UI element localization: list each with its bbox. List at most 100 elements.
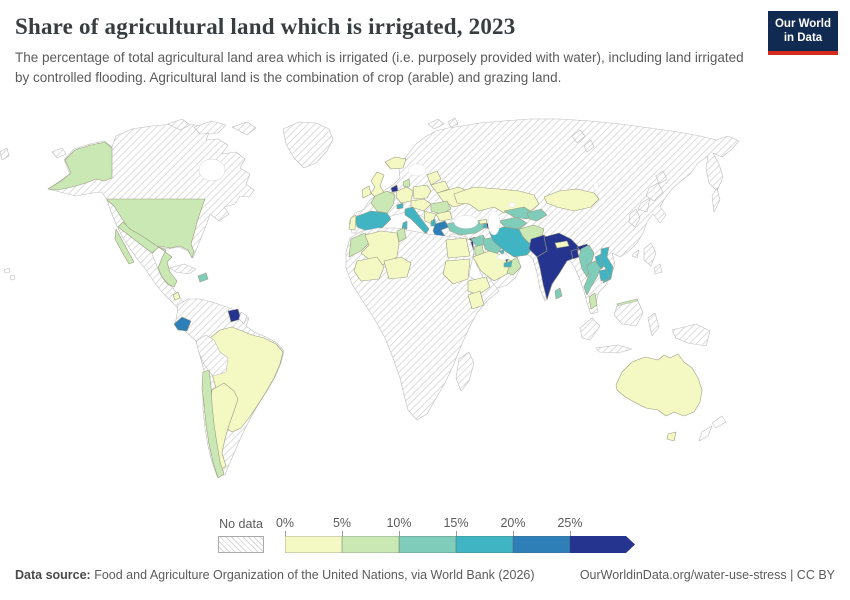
region-ecuador[interactable] (173, 316, 192, 332)
region-new-zealand[interactable] (698, 415, 727, 442)
region-nepal[interactable] (554, 240, 570, 249)
map-legend: No data 0% 5% 10% 15% 20% 25% (0, 514, 850, 556)
region-philippines[interactable] (643, 242, 663, 275)
region-alaska[interactable] (47, 141, 113, 191)
region-cuba[interactable] (169, 263, 197, 275)
region-spain[interactable] (354, 210, 392, 232)
region-france[interactable] (370, 190, 396, 214)
legend-tick-mark (399, 531, 400, 536)
region-russian-arctic[interactable] (571, 129, 595, 153)
region-tunisia[interactable] (396, 227, 407, 243)
region-kyrgyzstan-tajikistan[interactable] (526, 208, 548, 222)
region-madagascar[interactable] (455, 351, 475, 392)
region-belarus[interactable] (430, 180, 450, 194)
region-borneo[interactable] (613, 300, 644, 327)
chart-header: Share of agricultural land which is irri… (15, 14, 835, 89)
region-switzerland[interactable] (396, 202, 404, 210)
baltic-sea (407, 163, 427, 177)
legend-bucket-5-10%[interactable] (342, 536, 399, 553)
region-taiwan[interactable] (631, 249, 640, 259)
no-data-label: No data (219, 517, 263, 531)
region-portugal[interactable] (348, 214, 357, 231)
region-java[interactable] (595, 344, 633, 354)
data-source-text: Food and Agriculture Organization of the… (94, 568, 535, 582)
region-mali[interactable] (353, 256, 385, 282)
legend-bucket-10-15%[interactable] (399, 536, 456, 553)
region-bulgaria[interactable] (435, 210, 453, 222)
region-romania[interactable] (430, 200, 452, 215)
legend-bucket-0-5%[interactable] (285, 536, 342, 553)
region-sri-lanka[interactable] (554, 287, 563, 300)
region-costa-rica[interactable] (172, 291, 181, 301)
region-india[interactable] (536, 232, 580, 301)
region-morocco[interactable] (348, 232, 372, 258)
region-greenland[interactable] (282, 121, 334, 169)
region-dominican-republic[interactable] (197, 272, 209, 283)
region-wrangel-island[interactable] (51, 147, 67, 159)
legend-tick-label: 15% (443, 516, 469, 530)
region-kenya[interactable] (467, 290, 485, 310)
region-mongolia[interactable] (543, 188, 600, 212)
region-hawaii[interactable] (3, 267, 16, 281)
legend-tick-label: 20% (500, 516, 526, 530)
region-japan[interactable] (637, 170, 668, 213)
region-ethiopia[interactable] (467, 276, 491, 296)
region-sardinia[interactable] (401, 220, 408, 230)
region-central-europe[interactable] (410, 198, 432, 212)
region-denmark[interactable] (402, 178, 411, 188)
persian-gulf (496, 253, 510, 261)
legend-tick-mark (513, 531, 514, 536)
region-chile[interactable] (201, 369, 225, 479)
region-egypt[interactable] (445, 237, 471, 259)
region-cambodia[interactable] (598, 268, 610, 282)
caspian-sea (487, 210, 501, 236)
region-ireland[interactable] (361, 185, 372, 199)
region-canadian-arctic[interactable] (167, 118, 257, 136)
region-uae[interactable] (503, 260, 513, 268)
region-oman[interactable] (506, 256, 522, 276)
region-italy[interactable] (404, 206, 430, 235)
region-baja-california[interactable] (114, 228, 135, 265)
legend-bucket-20-25%[interactable] (513, 536, 570, 553)
region-armenia[interactable] (482, 222, 488, 229)
no-data-swatch[interactable] (218, 536, 264, 553)
region-svalbard[interactable] (427, 117, 459, 130)
region-french-guiana[interactable] (238, 311, 248, 325)
data-source[interactable]: Data source: Food and Agriculture Organi… (15, 568, 535, 582)
region-georgia[interactable] (478, 218, 488, 225)
legend-tick-label: 25% (557, 516, 583, 530)
region-niger[interactable] (383, 256, 412, 280)
region-chukotka-wrap[interactable] (0, 147, 10, 161)
region-baltic-states[interactable] (426, 170, 442, 186)
region-kuwait[interactable] (498, 249, 505, 256)
legend-tick-label: 0% (275, 516, 295, 530)
data-source-label: Data source: (15, 568, 91, 582)
owid-logo-line1: Our World (774, 18, 831, 30)
region-sakhalin[interactable] (711, 187, 721, 213)
region-iceland[interactable] (384, 156, 407, 170)
region-poland[interactable] (412, 184, 432, 200)
legend-tick-label: 10% (386, 516, 412, 530)
aral-sea (508, 202, 516, 208)
attribution-link[interactable]: OurWorldinData.org/water-use-stress | CC… (579, 568, 835, 582)
region-greece[interactable] (432, 220, 450, 240)
region-mexico[interactable] (117, 221, 178, 288)
region-peru-bolivia[interactable] (195, 334, 229, 377)
legend-bucket-15-20%[interactable] (456, 536, 513, 553)
region-malaysia[interactable] (588, 292, 598, 310)
owid-logo[interactable]: Our World in Data (768, 11, 838, 55)
legend-bucket-25%+[interactable] (570, 536, 635, 553)
black-sea (453, 215, 479, 229)
region-united-states[interactable] (106, 198, 206, 259)
region-turkmenistan[interactable] (498, 216, 528, 230)
region-korea[interactable] (628, 208, 641, 228)
region-tasmania[interactable] (666, 431, 677, 442)
region-australia[interactable] (615, 353, 703, 417)
region-vietnam[interactable] (600, 246, 614, 284)
region-new-guinea[interactable] (671, 323, 711, 347)
region-sudan[interactable] (442, 258, 471, 285)
region-sumatra[interactable] (579, 317, 601, 341)
region-sulawesi[interactable] (647, 312, 660, 337)
